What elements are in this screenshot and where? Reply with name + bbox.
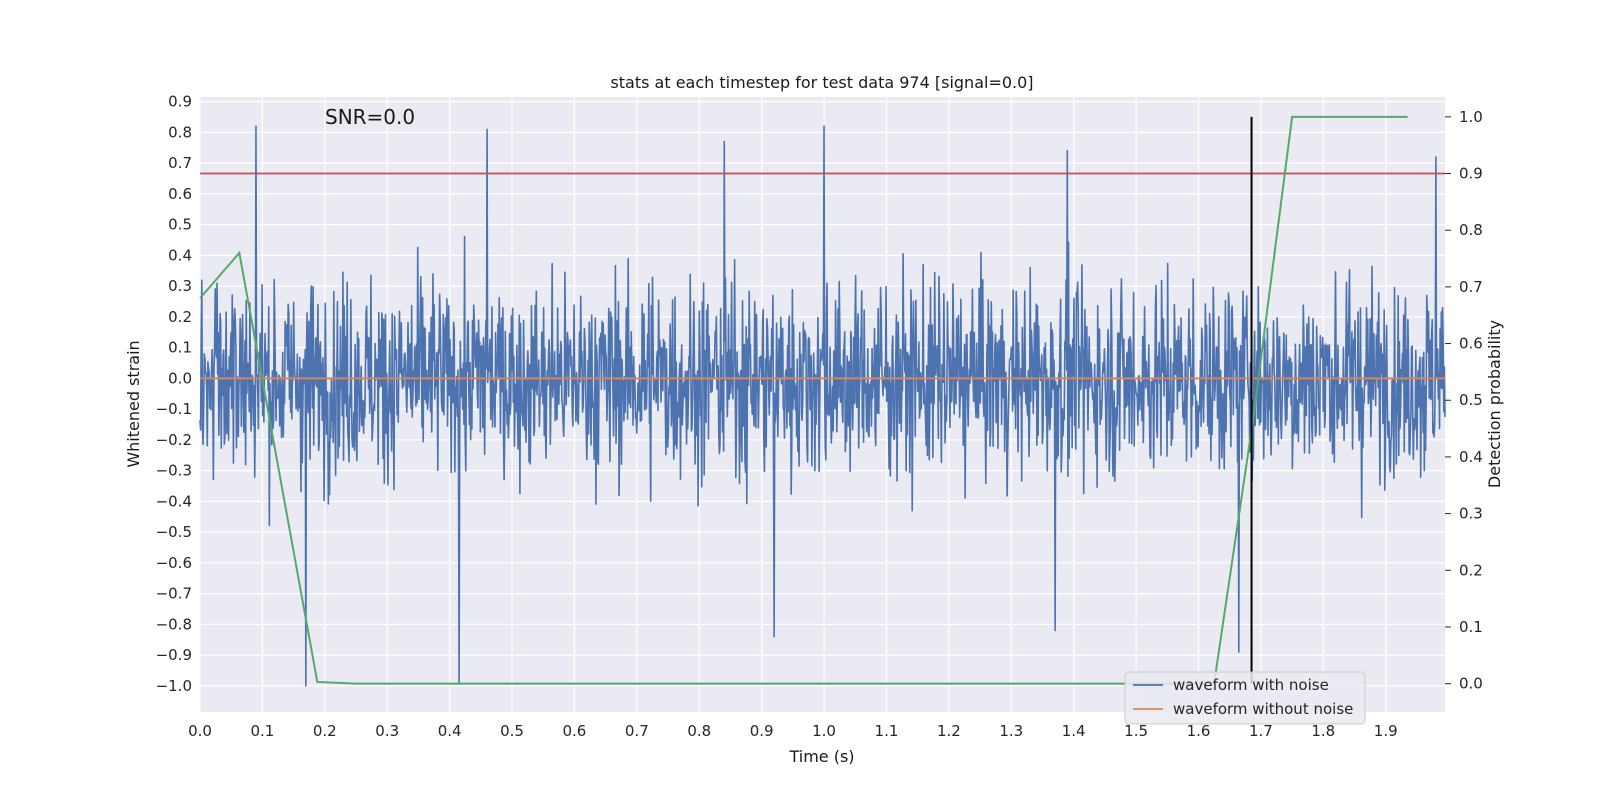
y-tick-label: 0.1 [168,339,192,357]
grid [199,97,1445,712]
chart-title: stats at each timestep for test data 974… [610,73,1033,92]
legend-label-noise: waveform with noise [1173,676,1329,694]
x-axis-label: Time (s) [788,747,854,766]
y-tick-label: 0.4 [168,246,192,264]
x-tick-label: 0.3 [375,722,399,740]
y2-tick-label: 0.5 [1459,391,1483,409]
x-tick-label: 1.0 [812,722,836,740]
y-tick-label: 0.2 [168,308,192,326]
y-tick-label: −0.6 [156,554,192,572]
legend-label-clean: waveform without noise [1173,700,1353,718]
y-tick-label: −0.9 [156,646,192,664]
y-tick-label: 0.6 [168,185,192,203]
x-tick-label: 0.5 [500,722,524,740]
y-tick-label: −0.3 [156,462,192,480]
series-waveform-with-noise [199,125,1446,687]
y-tick-label: 0.7 [168,154,192,172]
y2-tick-label: 0.0 [1459,675,1483,693]
y-tick-label: 0.8 [168,123,192,141]
y2-tick-label: 0.6 [1459,335,1483,353]
legend: waveform with noise waveform without noi… [1124,671,1366,725]
y-tick-label: −0.8 [156,615,192,633]
x-tick-label: 1.8 [1311,722,1335,740]
x-tick-label: 0.8 [687,722,711,740]
y-tick-label: 0.3 [168,277,192,295]
y-tick-label: −0.5 [156,523,192,541]
y-tick-label: −0.4 [156,492,192,510]
y2-tick-label: 0.8 [1459,221,1483,239]
y-axis-label: Whitened strain [124,340,143,467]
y-tick-label: −1.0 [156,677,192,695]
y-tick-label: −0.7 [156,585,192,603]
y-tick-label: −0.2 [156,431,192,449]
x-tick-label: 0.9 [750,722,774,740]
snr-annotation: SNR=0.0 [325,105,415,129]
x-tick-label: 0.6 [563,722,587,740]
y2-tick-label: 0.1 [1459,618,1483,636]
x-tick-label: 0.1 [250,722,274,740]
x-tick-label: 1.9 [1374,722,1398,740]
x-tick-label: 1.7 [1249,722,1273,740]
x-tick-label: 1.4 [1062,722,1086,740]
x-tick-label: 1.1 [875,722,899,740]
y2-tick-label: 0.2 [1459,561,1483,579]
x-tick-label: 0.0 [188,722,212,740]
ticks: 0.0 0.1 0.2 0.3 0.4 0.5 0.6 0.7 0.8 0.9 1.0 1.1 1.2 1… [156,93,1483,740]
y2-axis-label: Detection probability [1485,320,1504,488]
y2-tick-label: 0.4 [1459,448,1483,466]
y-tick-label: 0.0 [168,369,192,387]
series-detection-probability [199,115,1408,685]
x-tick-label: 1.2 [937,722,961,740]
y2-tick-label: 0.3 [1459,505,1483,523]
y-tick-label: −0.1 [156,400,192,418]
y2-tick-label: 0.9 [1459,165,1483,183]
x-tick-label: 0.2 [313,722,337,740]
x-tick-label: 1.5 [1124,722,1148,740]
series-layer [199,115,1446,687]
x-tick-label: 0.4 [438,722,462,740]
x-tick-label: 1.3 [999,722,1023,740]
x-tick-label: 1.6 [1187,722,1211,740]
y-tick-label: 0.9 [168,93,192,111]
y2-tick-label: 1.0 [1459,108,1483,126]
legend-box [1124,671,1366,725]
y-tick-label: 0.5 [168,216,192,234]
x-tick-label: 0.7 [625,722,649,740]
y2-tick-label: 0.7 [1459,278,1483,296]
